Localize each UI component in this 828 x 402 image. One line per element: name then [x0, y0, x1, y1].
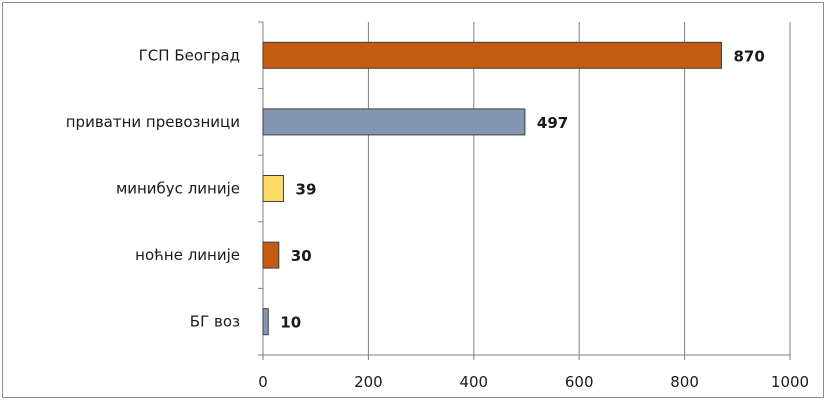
bar [262, 108, 526, 136]
x-tick-label: 800 [670, 373, 699, 391]
x-tick-label: 400 [459, 373, 488, 391]
data-label: 10 [280, 314, 301, 332]
bar [262, 241, 280, 269]
data-label: 870 [733, 47, 764, 65]
data-label: 39 [296, 181, 317, 199]
bar [262, 41, 722, 69]
category-label: БГ воз [190, 313, 240, 331]
category-label: ноћне линије [135, 246, 240, 264]
bar [262, 175, 285, 202]
x-tick-label: 200 [354, 373, 383, 391]
data-label: 30 [291, 247, 312, 265]
data-label: 497 [537, 114, 568, 132]
category-label: приватни превозници [66, 113, 240, 131]
bar [262, 308, 269, 336]
x-tick-label: 0 [258, 373, 268, 391]
category-label: ГСП Београд [139, 46, 240, 64]
x-tick-label: 600 [565, 373, 594, 391]
x-tick-label: 1000 [771, 373, 809, 391]
category-label: минибус линије [116, 180, 240, 198]
